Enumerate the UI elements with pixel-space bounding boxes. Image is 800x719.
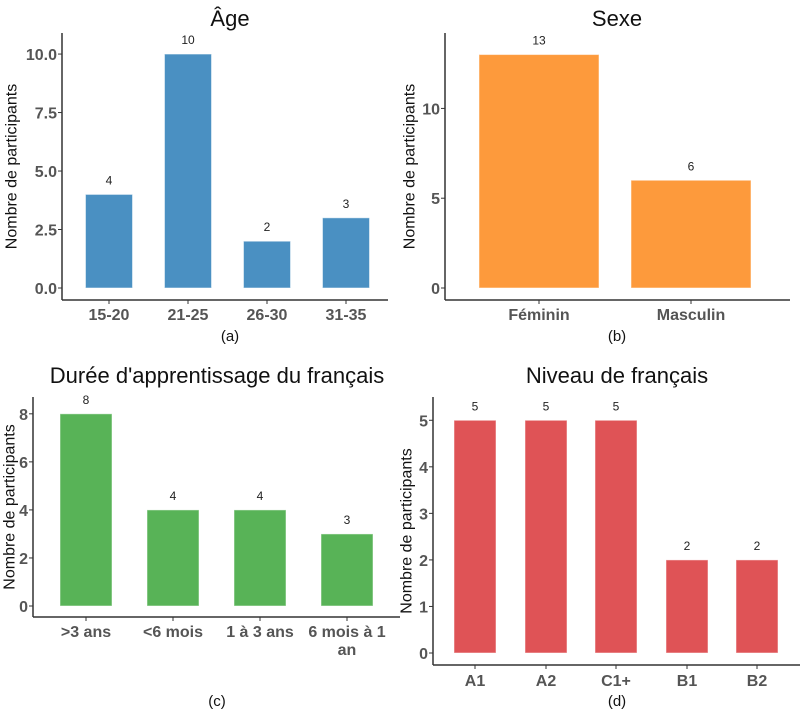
bar-21-25 [164,53,212,289]
bar-C1+ [594,419,638,654]
x-tick-label: B1 [677,673,698,690]
bar-B1 [665,559,709,654]
data-label: 13 [532,34,546,48]
x-tick-label: 21-25 [168,307,209,324]
x-tick-label: <6 mois [142,624,204,641]
y-tick-label: 7.5 [35,106,57,123]
bar-B2 [735,559,779,654]
y-tick-label: 10.0 [26,47,57,64]
y-tick-label: 0 [419,646,428,663]
x-tick-label: 26-30 [247,307,288,324]
y-tick-label: 8 [19,407,28,424]
x-tick-label: C1+ [601,673,631,690]
y-tick-label: 3 [419,506,428,523]
y-tick-label: 1 [419,599,428,616]
bar-<6 mois [146,509,200,607]
y-tick-label: 2 [419,553,428,570]
data-label: 4 [106,173,113,187]
y-axis-label: Nombre de participants [402,84,419,249]
x-tick-label: Féminin [508,307,569,324]
y-tick-label: 5 [431,191,440,208]
bar-Féminin [478,54,600,289]
bar->3 ans [59,413,113,607]
data-label: 4 [257,489,264,503]
bar-6 mois à 1 an [320,533,374,607]
chart-panel-2: Durée d'apprentissage du français02468No… [2,363,400,710]
chart-panel-3: Niveau de français 0 1 2 3 4 5 Nombre de partic… [399,363,800,710]
y-axis-label: Nombre de participants [399,448,416,613]
chart-title: Durée d'apprentissage du français [50,363,384,388]
panel-caption: (b) [608,328,626,345]
chart-title: Sexe [592,6,642,31]
y-tick-label: 10 [422,101,440,118]
x-tick-label: 1 à 3 ans [226,624,294,641]
data-label: 3 [344,513,351,527]
x-tick-label: 15-20 [89,307,130,324]
x-tick-label: A1 [465,673,486,690]
y-tick-label: 5 [419,413,428,430]
y-tick-label: 6 [19,455,28,472]
panel-caption: (c) [208,693,226,710]
data-label: 2 [684,539,691,553]
chart-panel-0: Âge 0.0 2.5 5.0 7.5 10.0 Nombre de participant… [4,6,388,345]
bar-31-35 [322,217,370,289]
data-label: 5 [613,399,620,413]
panel-caption: (d) [608,693,626,710]
x-tick-label: 6 mois à 1 an [308,624,386,659]
x-tick-label: 31-35 [326,307,367,324]
panel-caption: (a) [221,328,239,345]
bar-1 à 3 ans [233,509,287,607]
data-label: 3 [343,197,350,211]
data-label: 8 [83,393,90,407]
y-tick-label: 4 [19,503,28,520]
x-tick-label: >3 ans [60,624,112,641]
x-tick-label: Masculin [657,307,725,324]
x-tick-label: A2 [536,673,557,690]
y-axis-label: Nombre de participants [4,84,21,249]
y-tick-label: 5.0 [35,164,57,181]
chart-title: Niveau de français [526,363,708,388]
bar-A2 [524,419,568,654]
bar-A1 [453,419,497,654]
y-axis-label: Nombre de participants [2,424,19,589]
y-tick-label: 0 [431,281,440,298]
data-label: 2 [754,539,761,553]
data-label: 6 [688,159,695,173]
y-tick-label: 2 [19,551,28,568]
x-tick-label: B2 [747,673,768,690]
y-tick-label: 4 [419,460,428,477]
chart-title: Âge [210,6,249,31]
y-tick-label: 0 [19,599,28,616]
data-label: 4 [170,489,177,503]
y-tick-label: 0.0 [35,281,57,298]
data-label: 5 [543,399,550,413]
y-tick-label: 2.5 [35,223,57,240]
data-label: 5 [472,399,479,413]
data-label: 2 [264,220,271,234]
data-label: 10 [181,33,195,47]
bar-15-20 [85,193,133,289]
bar-26-30 [243,240,291,289]
bar-Masculin [630,179,752,289]
